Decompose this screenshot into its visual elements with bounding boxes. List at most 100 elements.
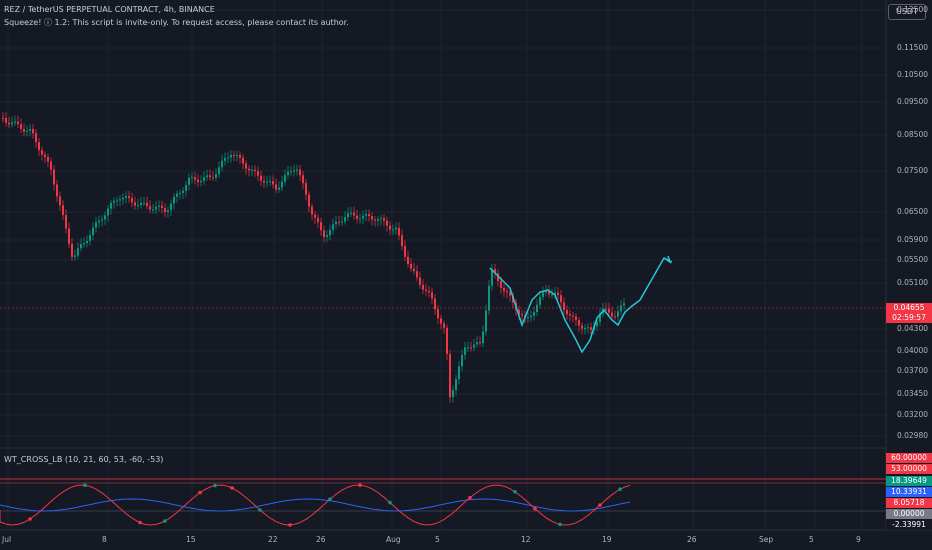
candle-body bbox=[68, 228, 70, 244]
price-axis-label: 0.02980 bbox=[896, 431, 928, 440]
candle-body bbox=[254, 169, 256, 172]
candle-body bbox=[383, 218, 385, 221]
candle-body bbox=[500, 281, 502, 288]
price-axis-label: 0.05500 bbox=[896, 255, 928, 264]
candle-body bbox=[548, 290, 550, 295]
candle-body bbox=[236, 155, 238, 157]
candle-body bbox=[497, 273, 499, 282]
candle-body bbox=[44, 154, 46, 157]
candle-body bbox=[308, 194, 310, 207]
candle-body bbox=[65, 215, 67, 229]
candle-body bbox=[122, 197, 124, 200]
osc-cross-dot bbox=[618, 487, 622, 492]
currency-selector-button[interactable]: USDT bbox=[888, 4, 926, 20]
osc-cross-dot bbox=[288, 523, 292, 527]
candle-body bbox=[134, 202, 136, 206]
time-axis-label: 15 bbox=[186, 535, 196, 544]
candle-body bbox=[86, 240, 88, 244]
candle-body bbox=[485, 310, 487, 332]
candle-body bbox=[329, 229, 331, 236]
candle-body bbox=[323, 230, 325, 237]
price-axis-label: 0.09500 bbox=[896, 97, 928, 106]
candle-body bbox=[434, 298, 436, 310]
candle-body bbox=[575, 316, 577, 321]
candle-body bbox=[161, 205, 163, 209]
candle-body bbox=[296, 169, 298, 171]
candle-body bbox=[518, 309, 520, 315]
candle-body bbox=[617, 311, 619, 317]
candle-body bbox=[377, 219, 379, 221]
oscillator-scale-tag: 18.39649 bbox=[886, 476, 932, 486]
candle-body bbox=[128, 196, 130, 198]
candle-body bbox=[461, 354, 463, 367]
candle-body bbox=[191, 177, 193, 179]
time-axis-label: 19 bbox=[602, 535, 612, 544]
osc-cross-dot bbox=[198, 490, 202, 495]
candle-body bbox=[71, 243, 73, 257]
candle-body bbox=[125, 196, 127, 198]
candle-body bbox=[182, 190, 184, 194]
candle-body bbox=[41, 150, 43, 155]
candle-body bbox=[326, 235, 328, 237]
candle-body bbox=[248, 168, 250, 171]
candle-body bbox=[212, 177, 214, 179]
oscillator-scale-tag: 0.00000 bbox=[886, 509, 932, 519]
candle-body bbox=[506, 291, 508, 293]
candle-body bbox=[302, 175, 304, 184]
candle-body bbox=[59, 196, 61, 206]
candle-body bbox=[29, 129, 31, 131]
osc-cross-dot bbox=[513, 490, 517, 494]
candle-body bbox=[464, 347, 466, 355]
price-axis-label: 0.04000 bbox=[896, 346, 928, 355]
candle-body bbox=[488, 285, 490, 311]
candle-body bbox=[272, 181, 274, 185]
candle-body bbox=[413, 268, 415, 272]
candle-body bbox=[143, 202, 145, 204]
candle-body bbox=[92, 227, 94, 236]
candle-body bbox=[62, 205, 64, 216]
candle-body bbox=[467, 347, 469, 349]
osc-cross-dot bbox=[83, 483, 87, 488]
candle-body bbox=[119, 199, 121, 201]
candle-body bbox=[104, 215, 106, 220]
candle-body bbox=[284, 175, 286, 182]
candle-body bbox=[281, 181, 283, 188]
oscillator-scale-tag: 60.00000 bbox=[886, 453, 932, 463]
candle-body bbox=[158, 205, 160, 207]
candle-body bbox=[107, 208, 109, 216]
candle-body bbox=[20, 124, 22, 129]
candle-body bbox=[596, 321, 598, 327]
candle-body bbox=[188, 177, 190, 185]
candle-body bbox=[209, 175, 211, 178]
candle-body bbox=[491, 269, 493, 286]
candle-body bbox=[47, 156, 49, 162]
candle-body bbox=[83, 243, 85, 245]
candle-body bbox=[275, 184, 277, 190]
candle-body bbox=[224, 157, 226, 161]
time-axis-label: Sep bbox=[759, 535, 774, 544]
chart-grid bbox=[0, 0, 886, 530]
price-axis-label: 0.08500 bbox=[896, 130, 928, 139]
candle-body bbox=[590, 327, 592, 330]
time-axis-label: 22 bbox=[268, 535, 278, 544]
candle-body bbox=[218, 167, 220, 175]
osc-cross-dot bbox=[258, 508, 262, 512]
osc-cross-dot bbox=[388, 500, 392, 505]
time-axis-label: Jul bbox=[2, 535, 12, 544]
candle-body bbox=[164, 208, 166, 212]
candle-body bbox=[539, 297, 541, 305]
candle-body bbox=[404, 246, 406, 257]
candle-body bbox=[77, 248, 79, 256]
candle-body bbox=[263, 180, 265, 183]
candle-body bbox=[257, 171, 259, 176]
candle-body bbox=[2, 118, 4, 119]
candle-body bbox=[173, 196, 175, 204]
candle-body bbox=[560, 295, 562, 303]
candle-body bbox=[605, 308, 607, 310]
oscillator-title: WT_CROSS_LB (10, 21, 60, 53, -60, -53) bbox=[4, 455, 164, 464]
price-axis-label: 0.06500 bbox=[896, 207, 928, 216]
candle-body bbox=[476, 342, 478, 345]
time-axis-label: 26 bbox=[316, 535, 326, 544]
candle-body bbox=[608, 308, 610, 313]
